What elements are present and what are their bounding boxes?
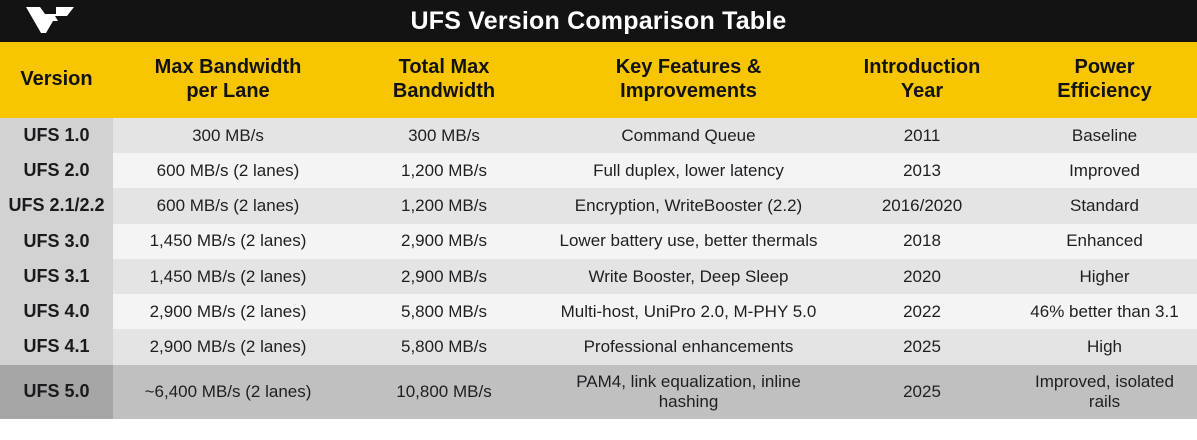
cell-version: UFS 4.1 xyxy=(0,329,113,365)
title-bar: UFS Version Comparison Table xyxy=(0,0,1197,42)
column-header-max-bandwidth-per-lane-line2: per Lane xyxy=(186,80,270,102)
cell-total-max-bandwidth: 300 MB/s xyxy=(343,118,545,154)
cell-key-features: Write Booster, Deep Sleep xyxy=(545,258,832,295)
cell-power-efficiency: High xyxy=(1012,329,1197,365)
table-row: UFS 2.1/2.2 600 MB/s (2 lanes) 1,200 MB/… xyxy=(0,188,1197,224)
ufs-comparison-table: Version Max Bandwidth per Lane Total Max… xyxy=(0,42,1197,419)
cell-max-bandwidth-per-lane: 1,450 MB/s (2 lanes) xyxy=(113,258,343,295)
column-header-introduction-year-line1: Introduction xyxy=(863,56,981,79)
table-row: UFS 3.0 1,450 MB/s (2 lanes) 2,900 MB/s … xyxy=(0,223,1197,259)
cell-key-features: Encryption, WriteBooster (2.2) xyxy=(545,188,832,224)
column-header-introduction-year: Introduction Year xyxy=(832,42,1012,118)
cell-key-features: PAM4, link equalization, inline hashing xyxy=(545,364,832,419)
cell-power-efficiency: Standard xyxy=(1012,188,1197,224)
cell-total-max-bandwidth: 2,900 MB/s xyxy=(343,223,545,259)
cell-version: UFS 2.1/2.2 xyxy=(0,188,113,224)
cell-introduction-year: 2022 xyxy=(832,294,1012,330)
column-header-key-features-line1: Key Features & xyxy=(615,56,762,79)
page-title: UFS Version Comparison Table xyxy=(410,7,787,35)
cell-key-features: Multi-host, UniPro 2.0, M-PHY 5.0 xyxy=(545,294,832,330)
column-header-total-max-bandwidth-line2: Bandwidth xyxy=(392,80,496,102)
cell-max-bandwidth-per-lane: ~6,400 MB/s (2 lanes) xyxy=(113,364,343,419)
table-header-row: Version Max Bandwidth per Lane Total Max… xyxy=(0,42,1197,118)
cell-max-bandwidth-per-lane: 1,450 MB/s (2 lanes) xyxy=(113,223,343,259)
column-header-power-efficiency-line1: Power xyxy=(1074,56,1135,79)
brand-v-logo-icon xyxy=(26,7,74,33)
column-header-key-features-line2: Improvements xyxy=(620,80,757,102)
column-header-key-features: Key Features & Improvements xyxy=(545,42,832,118)
cell-total-max-bandwidth: 1,200 MB/s xyxy=(343,188,545,224)
table-row: UFS 1.0 300 MB/s 300 MB/s Command Queue … xyxy=(0,118,1197,154)
table-row: UFS 4.0 2,900 MB/s (2 lanes) 5,800 MB/s … xyxy=(0,294,1197,330)
column-header-total-max-bandwidth-line1: Total Max xyxy=(398,56,490,79)
cell-version: UFS 1.0 xyxy=(0,118,113,154)
column-header-power-efficiency: Power Efficiency xyxy=(1012,42,1197,118)
cell-key-features: Command Queue xyxy=(545,118,832,154)
cell-introduction-year: 2025 xyxy=(832,364,1012,419)
cell-introduction-year: 2011 xyxy=(832,118,1012,154)
table-row: UFS 5.0 ~6,400 MB/s (2 lanes) 10,800 MB/… xyxy=(0,364,1197,419)
cell-total-max-bandwidth: 5,800 MB/s xyxy=(343,329,545,365)
cell-max-bandwidth-per-lane: 2,900 MB/s (2 lanes) xyxy=(113,294,343,330)
cell-max-bandwidth-per-lane: 300 MB/s xyxy=(113,118,343,154)
cell-power-efficiency: Improved xyxy=(1012,153,1197,189)
cell-total-max-bandwidth: 2,900 MB/s xyxy=(343,258,545,295)
cell-introduction-year: 2020 xyxy=(832,258,1012,295)
cell-power-efficiency: 46% better than 3.1 xyxy=(1012,294,1197,330)
column-header-version: Version xyxy=(0,42,113,118)
cell-total-max-bandwidth: 1,200 MB/s xyxy=(343,153,545,189)
cell-version: UFS 3.0 xyxy=(0,223,113,259)
table-row: UFS 2.0 600 MB/s (2 lanes) 1,200 MB/s Fu… xyxy=(0,153,1197,189)
column-header-version-line1: Version xyxy=(20,68,93,91)
cell-key-features: Full duplex, lower latency xyxy=(545,153,832,189)
cell-introduction-year: 2018 xyxy=(832,223,1012,259)
column-header-max-bandwidth-per-lane-line1: Max Bandwidth xyxy=(154,56,302,79)
cell-max-bandwidth-per-lane: 2,900 MB/s (2 lanes) xyxy=(113,329,343,365)
cell-version: UFS 5.0 xyxy=(0,364,113,419)
cell-introduction-year: 2025 xyxy=(832,329,1012,365)
column-header-max-bandwidth-per-lane: Max Bandwidth per Lane xyxy=(113,42,343,118)
cell-total-max-bandwidth: 10,800 MB/s xyxy=(343,364,545,419)
cell-version: UFS 2.0 xyxy=(0,153,113,189)
cell-version: UFS 3.1 xyxy=(0,258,113,295)
table-row: UFS 3.1 1,450 MB/s (2 lanes) 2,900 MB/s … xyxy=(0,258,1197,295)
cell-power-efficiency: Baseline xyxy=(1012,118,1197,154)
cell-max-bandwidth-per-lane: 600 MB/s (2 lanes) xyxy=(113,153,343,189)
cell-version: UFS 4.0 xyxy=(0,294,113,330)
cell-power-efficiency: Higher xyxy=(1012,258,1197,295)
cell-introduction-year: 2016/2020 xyxy=(832,188,1012,224)
cell-total-max-bandwidth: 5,800 MB/s xyxy=(343,294,545,330)
cell-key-features: Lower battery use, better thermals xyxy=(545,223,832,259)
column-header-power-efficiency-line2: Efficiency xyxy=(1057,80,1152,102)
table-header: Version Max Bandwidth per Lane Total Max… xyxy=(0,42,1197,118)
cell-max-bandwidth-per-lane: 600 MB/s (2 lanes) xyxy=(113,188,343,224)
cell-introduction-year: 2013 xyxy=(832,153,1012,189)
table-row: UFS 4.1 2,900 MB/s (2 lanes) 5,800 MB/s … xyxy=(0,329,1197,365)
column-header-introduction-year-line2: Year xyxy=(900,80,944,102)
column-header-total-max-bandwidth: Total Max Bandwidth xyxy=(343,42,545,118)
cell-power-efficiency: Improved, isolated rails xyxy=(1012,364,1197,419)
cell-power-efficiency: Enhanced xyxy=(1012,223,1197,259)
table-body: UFS 1.0 300 MB/s 300 MB/s Command Queue … xyxy=(0,118,1197,419)
cell-key-features: Professional enhancements xyxy=(545,329,832,365)
